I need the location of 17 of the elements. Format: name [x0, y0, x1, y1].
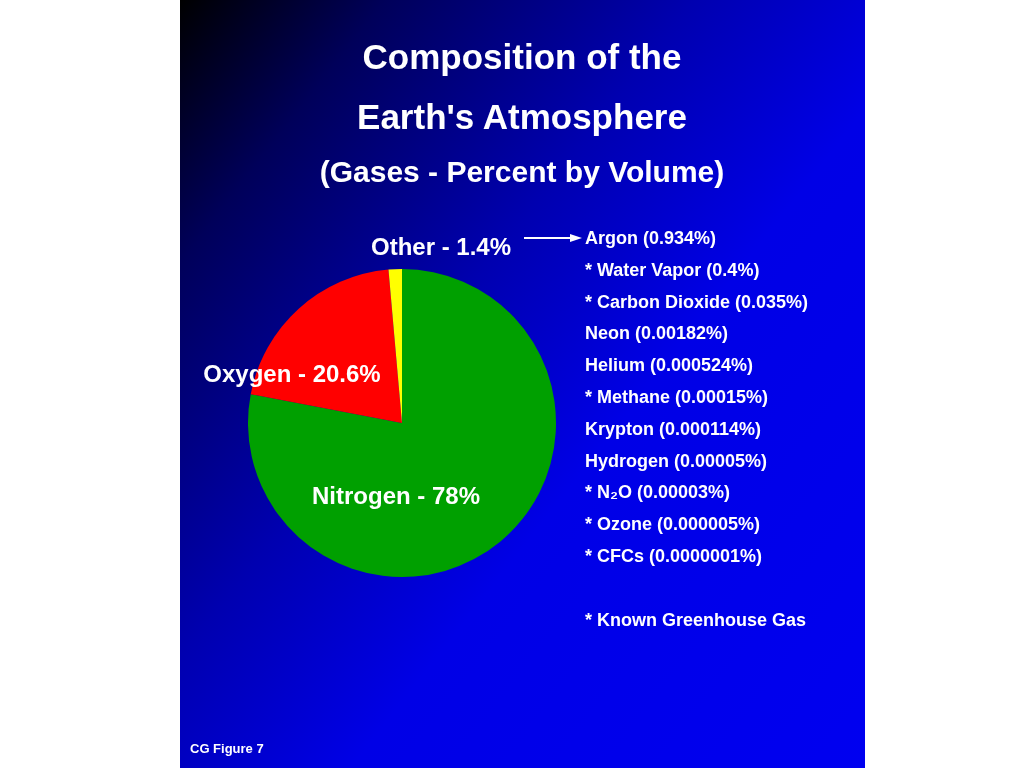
chart-subtitle: (Gases - Percent by Volume): [318, 154, 726, 190]
text: CG Figure 7: [190, 741, 264, 756]
text: * Ozone (0.000005%): [585, 513, 762, 537]
text: Neon (0.00182%): [585, 322, 730, 346]
text: Helium (0.000524%): [585, 354, 755, 378]
text: Argon (0.934%): [585, 227, 718, 251]
text: * CFCs (0.0000001%): [585, 545, 764, 569]
text: * N₂O (0.00003%): [585, 481, 732, 505]
text: * Known Greenhouse Gas: [585, 608, 808, 632]
chart-title: Composition of the Earth's Atmosphere: [356, 36, 688, 138]
slice-label: Nitrogen - 78%: [311, 481, 481, 509]
text: * Water Vapor (0.4%): [585, 258, 761, 282]
text: * Carbon Dioxide (0.035%): [585, 290, 809, 314]
text: Krypton (0.000114%): [585, 417, 763, 441]
text: Hydrogen (0.00005%): [585, 449, 769, 473]
text: * Methane (0.00015%): [585, 386, 770, 410]
slice-label: Other - 1.4%: [370, 232, 512, 260]
